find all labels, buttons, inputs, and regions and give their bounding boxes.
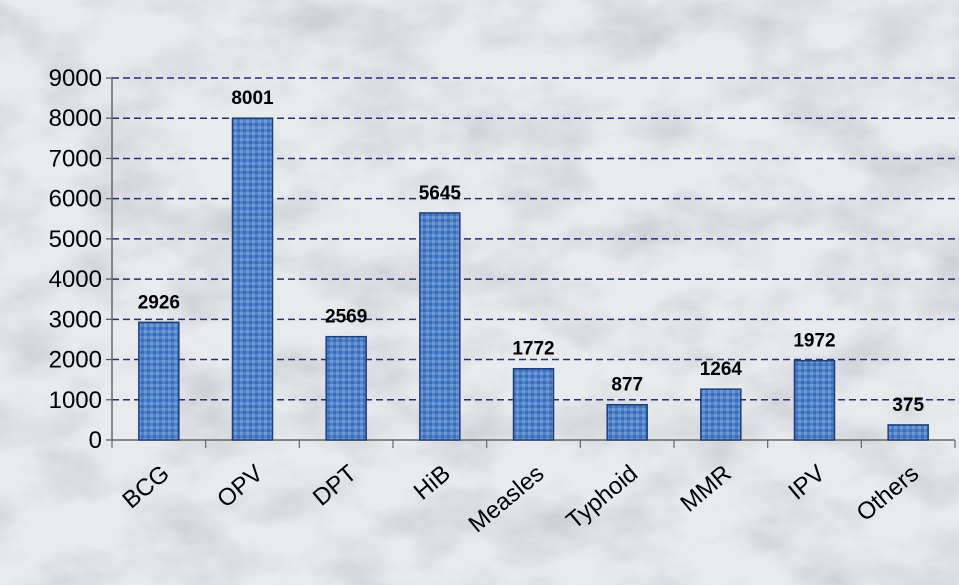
bar-opv bbox=[231, 117, 274, 441]
bar-typhoid bbox=[606, 403, 648, 441]
data-label-opv: 8001 bbox=[231, 88, 274, 109]
bar-others bbox=[887, 424, 929, 441]
y-tick-label: 5000 bbox=[49, 226, 102, 253]
y-tick-label: 6000 bbox=[49, 186, 102, 213]
y-tick-label: 3000 bbox=[49, 306, 102, 333]
data-label-others: 375 bbox=[892, 395, 924, 416]
bars bbox=[138, 117, 929, 441]
bar-ipv bbox=[793, 359, 836, 441]
y-tick-label: 2000 bbox=[49, 347, 102, 374]
bar-bcg bbox=[138, 321, 180, 441]
bar-hib bbox=[419, 212, 461, 441]
bar-mmr bbox=[700, 388, 742, 441]
data-label-hib: 5645 bbox=[419, 183, 462, 204]
data-label-bcg: 2926 bbox=[138, 292, 180, 313]
y-tick-label: 0 bbox=[89, 427, 102, 454]
bar-dpt bbox=[325, 335, 367, 441]
y-tick-label: 4000 bbox=[49, 266, 102, 293]
bar-measles bbox=[512, 367, 555, 441]
y-tick-label: 7000 bbox=[49, 145, 102, 172]
data-label-dpt: 2569 bbox=[325, 307, 367, 328]
data-label-mmr: 1264 bbox=[700, 359, 743, 380]
data-label-measles: 1772 bbox=[512, 339, 554, 360]
y-tick-label: 8000 bbox=[49, 105, 102, 132]
data-label-ipv: 1972 bbox=[793, 331, 835, 352]
data-label-typhoid: 877 bbox=[611, 375, 643, 396]
y-tick-label: 9000 bbox=[49, 65, 102, 92]
y-tick-label: 1000 bbox=[49, 387, 102, 414]
